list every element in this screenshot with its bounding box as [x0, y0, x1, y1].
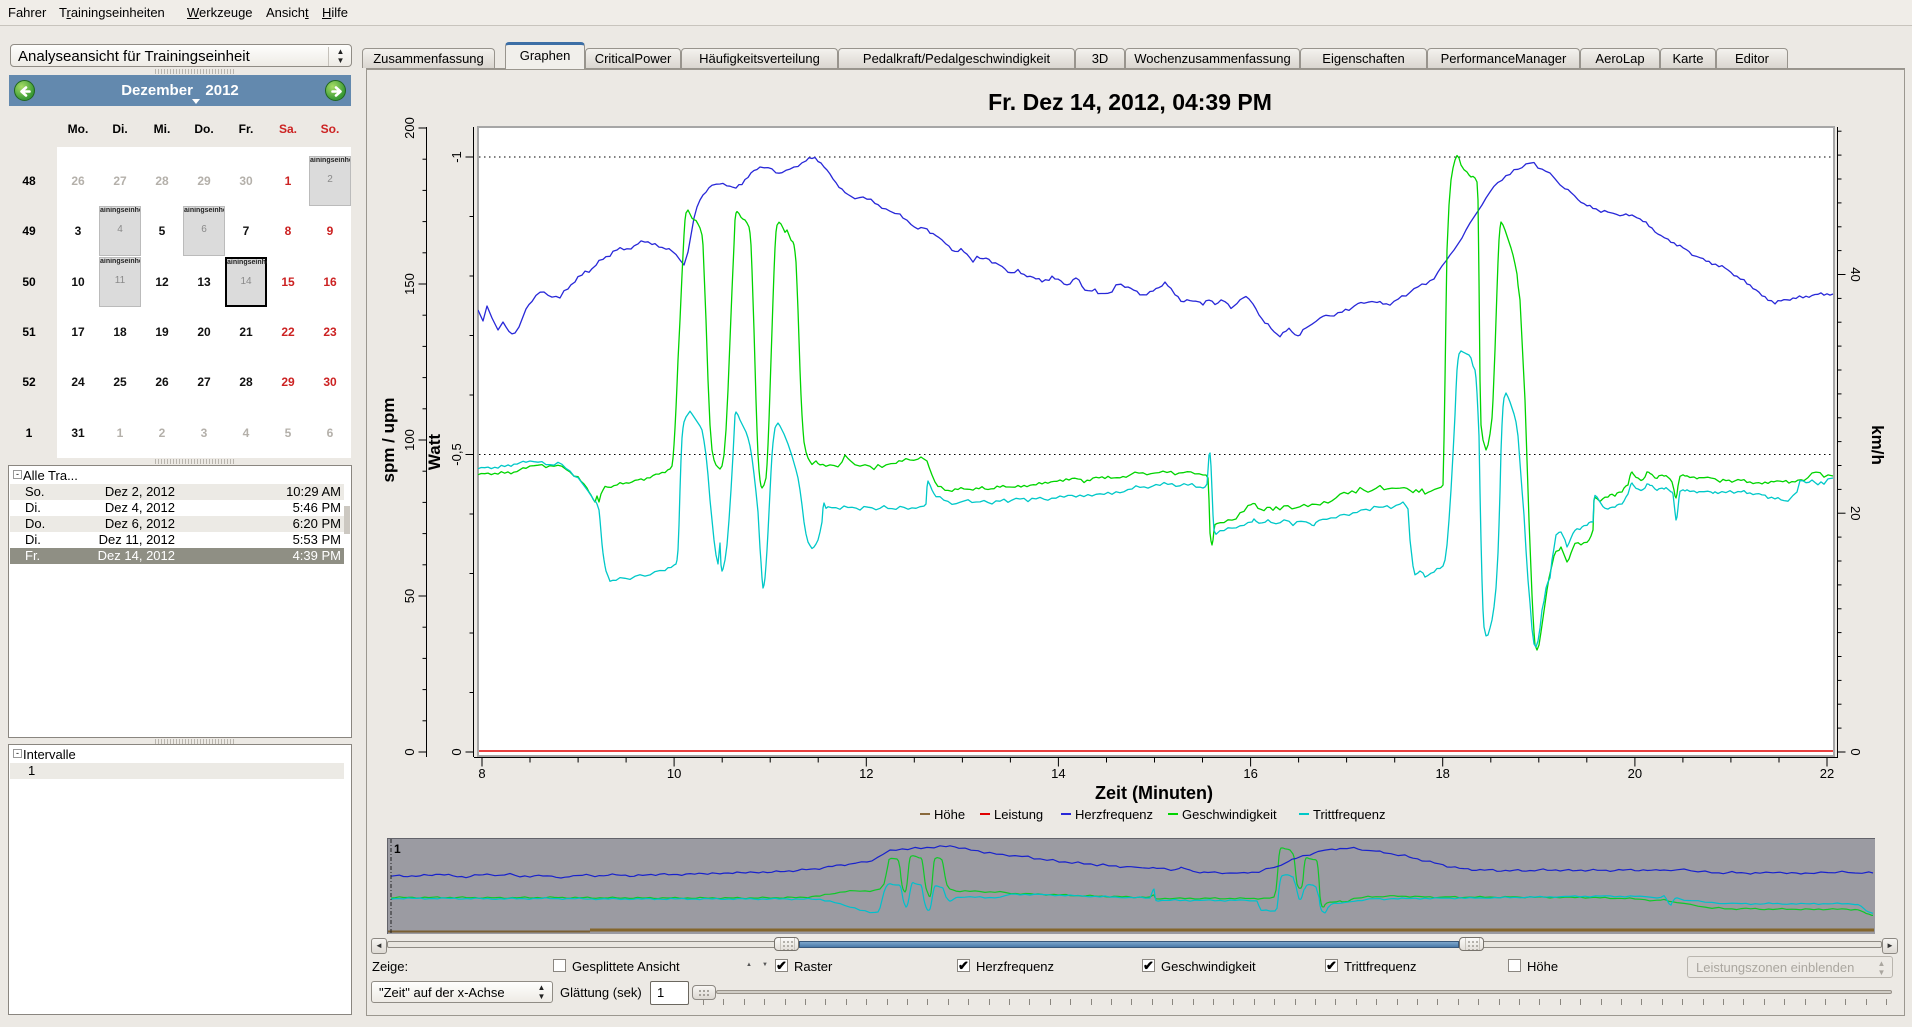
svg-text:Geschwindigkeit: Geschwindigkeit — [1182, 807, 1277, 822]
svg-text:20: 20 — [1848, 506, 1863, 520]
svg-text:40: 40 — [1848, 267, 1863, 281]
svg-text:0: 0 — [1848, 748, 1863, 755]
svg-text:50: 50 — [402, 589, 417, 603]
svg-text:18: 18 — [1435, 766, 1449, 781]
svg-text:Watt: Watt — [425, 434, 444, 471]
svg-text:Zeit (Minuten): Zeit (Minuten) — [1095, 783, 1213, 803]
svg-text:200: 200 — [402, 117, 417, 139]
svg-text:-0,5: -0,5 — [449, 443, 464, 465]
svg-text:100: 100 — [402, 429, 417, 451]
svg-text:1: 1 — [394, 842, 401, 856]
svg-text:22: 22 — [1820, 766, 1834, 781]
svg-text:Herzfrequenz: Herzfrequenz — [1075, 807, 1153, 822]
svg-text:0: 0 — [402, 748, 417, 755]
svg-text:km/h: km/h — [1868, 425, 1887, 465]
svg-text:14: 14 — [1051, 766, 1065, 781]
svg-text:-1: -1 — [449, 151, 464, 163]
svg-text:10: 10 — [667, 766, 681, 781]
svg-text:Höhe: Höhe — [934, 807, 965, 822]
svg-text:12: 12 — [859, 766, 873, 781]
svg-text:Leistung: Leistung — [994, 807, 1043, 822]
svg-text:Trittfrequenz: Trittfrequenz — [1313, 807, 1386, 822]
svg-text:20: 20 — [1628, 766, 1642, 781]
svg-text:spm / upm: spm / upm — [379, 397, 398, 482]
svg-text:Fr. Dez 14, 2012, 04:39 PM: Fr. Dez 14, 2012, 04:39 PM — [988, 89, 1272, 115]
svg-text:0: 0 — [449, 748, 464, 755]
svg-text:16: 16 — [1243, 766, 1257, 781]
svg-text:150: 150 — [402, 273, 417, 295]
svg-text:8: 8 — [478, 766, 485, 781]
